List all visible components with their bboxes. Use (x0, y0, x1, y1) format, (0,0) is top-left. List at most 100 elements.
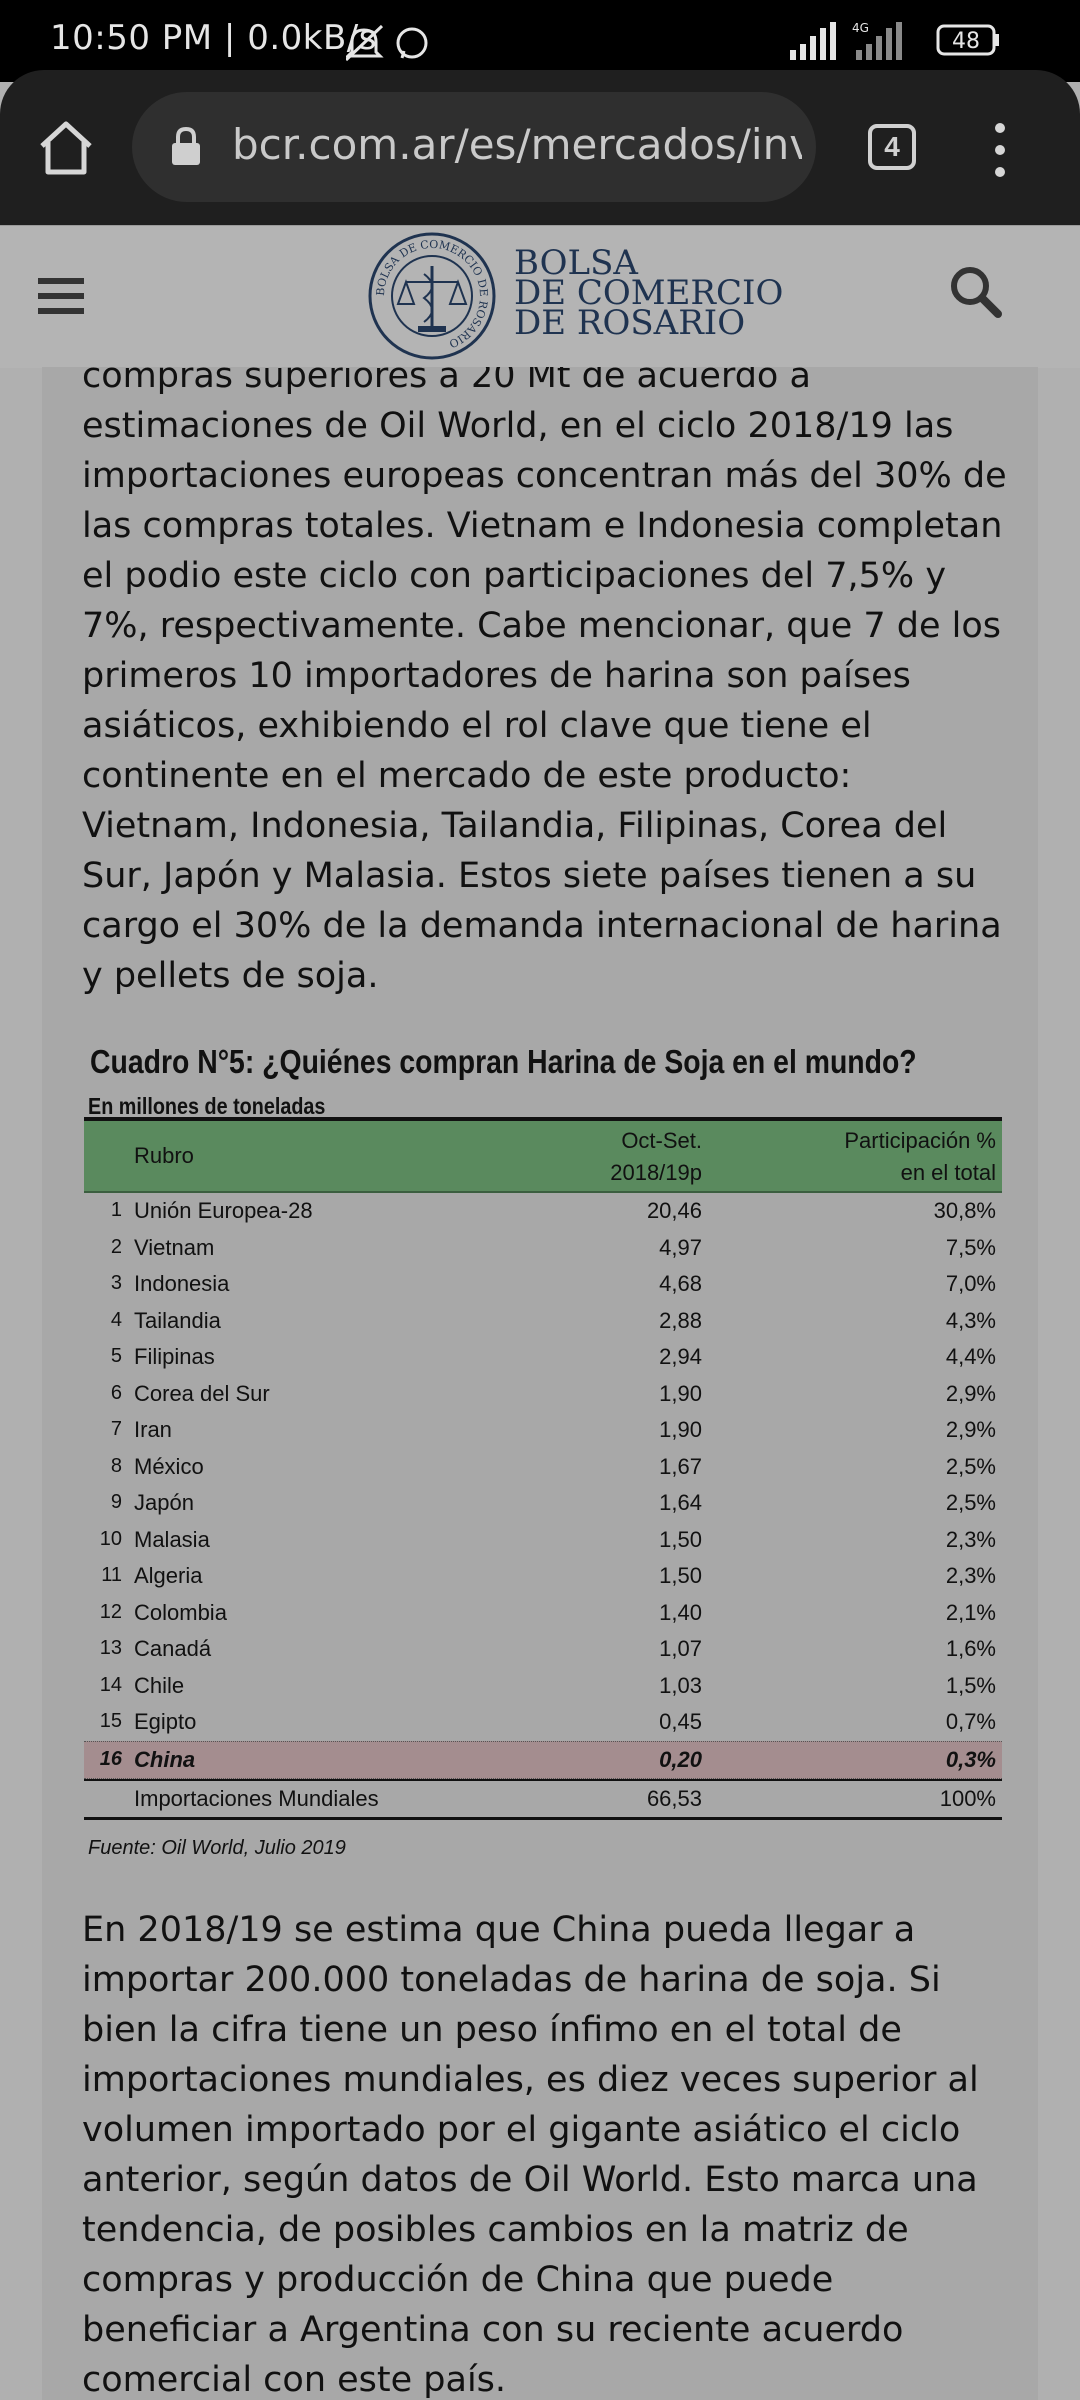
row-number: 14 (99, 1673, 122, 1696)
table-row: 5 Filipinas 2,94 4,4% (84, 1339, 1002, 1376)
browser-toolbar: bcr.com.ar/es/mercados/inv 4 (0, 70, 1080, 225)
battery-level: 48 (952, 29, 980, 54)
table-row: 1 Unión Europea-28 20,46 30,8% (84, 1193, 1002, 1230)
row-value: 0,20 (659, 1746, 702, 1772)
row-number: 8 (110, 1454, 122, 1477)
logo-wordmark[interactable]: BOLSA DE COMERCIO DE ROSARIO (514, 246, 784, 343)
whatsapp-icon (396, 27, 428, 59)
table-row: 7 Iran 1,90 2,9% (84, 1412, 1002, 1449)
signal-icon: 4G 48 (790, 21, 999, 60)
tab-switcher-button[interactable]: 4 (868, 124, 916, 170)
row-country: Filipinas (134, 1344, 215, 1369)
row-value: 2,88 (659, 1307, 702, 1333)
row-country: Unión Europea-28 (134, 1198, 313, 1223)
row-share: 0,7% (945, 1709, 996, 1734)
table-total-row: Importaciones Mundiales 66,53 100% (84, 1779, 1002, 1820)
row-country: Canadá (134, 1636, 212, 1661)
table-row: 13 Canadá 1,07 1,6% (84, 1631, 1002, 1668)
row-number: 2 (110, 1235, 122, 1258)
logo-seal-icon[interactable]: BOLSA DE COMERCIO DE ROSARIO (366, 230, 498, 362)
row-number: 4 (110, 1308, 122, 1331)
article-content: compras superiores a 20 Mt de acuerdo a … (42, 367, 1038, 2400)
row-share: 2,9% (945, 1380, 996, 1406)
row-share: 1,5% (945, 1672, 996, 1698)
header-part-line1: Participación % (844, 1128, 996, 1153)
url-text[interactable]: bcr.com.ar/es/mercados/inv (232, 120, 802, 169)
total-value: 66,53 (646, 1786, 702, 1811)
row-value: 1,03 (659, 1672, 702, 1698)
row-share: 4,3% (945, 1307, 996, 1333)
row-number: 7 (110, 1418, 122, 1440)
row-share: 2,9% (945, 1417, 996, 1442)
row-number: 11 (101, 1564, 122, 1586)
row-value: 20,46 (646, 1198, 702, 1223)
row-country: Corea del Sur (134, 1380, 270, 1406)
row-share: 1,6% (945, 1636, 996, 1661)
row-share: 7,5% (945, 1234, 996, 1260)
header-oct-line1: Oct-Set. (621, 1128, 702, 1153)
address-bar[interactable]: bcr.com.ar/es/mercados/inv (132, 92, 816, 202)
status-icons (346, 24, 428, 62)
row-value: 2,94 (659, 1344, 702, 1369)
row-country: China (134, 1746, 196, 1772)
row-country: Japón (134, 1490, 194, 1515)
article-paragraph-top: compras superiores a 20 Mt de acuerdo a … (82, 367, 1007, 996)
row-number: 15 (99, 1710, 122, 1732)
row-country: Vietnam (134, 1234, 215, 1260)
row-country: Malasia (134, 1526, 210, 1552)
lock-icon (172, 126, 200, 165)
row-number: 12 (99, 1600, 122, 1623)
status-bar: 10:50 PM | 0.0kB/s 4G 48 (0, 0, 1080, 82)
row-number: 13 (99, 1637, 122, 1659)
row-value: 0,45 (659, 1709, 702, 1734)
table-row: 15 Egipto 0,45 0,7% (84, 1704, 1002, 1741)
total-share: 100% (939, 1786, 996, 1811)
table-row: 14 Chile 1,03 1,5% (84, 1668, 1002, 1705)
row-value: 1,90 (659, 1417, 702, 1442)
table-header: Rubro Oct-Set. 2018/19p Participación % … (84, 1121, 1002, 1193)
logo-line-3: DE ROSARIO (514, 303, 746, 343)
header-oct-line2: 2018/19p (610, 1160, 702, 1185)
table-row: 10 Malasia 1,50 2,3% (84, 1522, 1002, 1559)
battery-icon (936, 24, 996, 56)
site-header: BOLSA DE COMERCIO DE ROSARIO BOLSA DE CO… (0, 225, 1080, 368)
mute-icon (346, 24, 384, 62)
overflow-menu-icon[interactable] (990, 120, 1010, 180)
row-number: 6 (110, 1381, 122, 1404)
row-share: 7,0% (945, 1271, 996, 1296)
row-value: 4,97 (659, 1234, 702, 1260)
header-rubro: Rubro (134, 1143, 194, 1168)
header-part-line2: en el total (900, 1160, 996, 1185)
logo-line-2: DE COMERCIO (514, 273, 784, 313)
row-country: Chile (134, 1672, 185, 1698)
row-country: Indonesia (134, 1271, 230, 1296)
search-icon[interactable] (948, 264, 1004, 320)
table-title: Cuadro N°5: ¿Quiénes compran Harina de S… (90, 1043, 917, 1080)
hamburger-menu-icon[interactable] (38, 276, 86, 316)
table-row: 8 México 1,67 2,5% (84, 1449, 1002, 1486)
row-number: 10 (99, 1527, 122, 1550)
table-row: 9 Japón 1,64 2,5% (84, 1485, 1002, 1522)
row-share: 2,1% (945, 1599, 996, 1625)
row-country: Tailandia (134, 1307, 221, 1333)
home-icon[interactable] (36, 118, 96, 178)
row-country: Colombia (134, 1599, 227, 1625)
table-source: Fuente: Oil World, Julio 2019 (88, 1837, 346, 1859)
status-time: 10:50 PM | 0.0kB/s (50, 18, 377, 58)
row-value: 1,50 (659, 1526, 702, 1552)
row-value: 1,50 (659, 1563, 702, 1588)
row-value: 1,67 (659, 1453, 702, 1479)
row-value: 1,40 (659, 1599, 702, 1625)
row-country: México (134, 1453, 204, 1479)
imports-table: Rubro Oct-Set. 2018/19p Participación % … (84, 1117, 1002, 1820)
table-row: 2 Vietnam 4,97 7,5% (84, 1230, 1002, 1267)
row-share: 2,5% (945, 1453, 996, 1479)
network-type: 4G (852, 21, 869, 35)
total-name: Importaciones Mundiales (134, 1786, 379, 1811)
row-value: 4,68 (659, 1271, 702, 1296)
row-share: 2,5% (945, 1490, 996, 1515)
row-share: 30,8% (933, 1198, 996, 1223)
row-value: 1,07 (659, 1636, 702, 1661)
row-number: 16 (99, 1747, 122, 1770)
row-share: 2,3% (945, 1526, 996, 1552)
